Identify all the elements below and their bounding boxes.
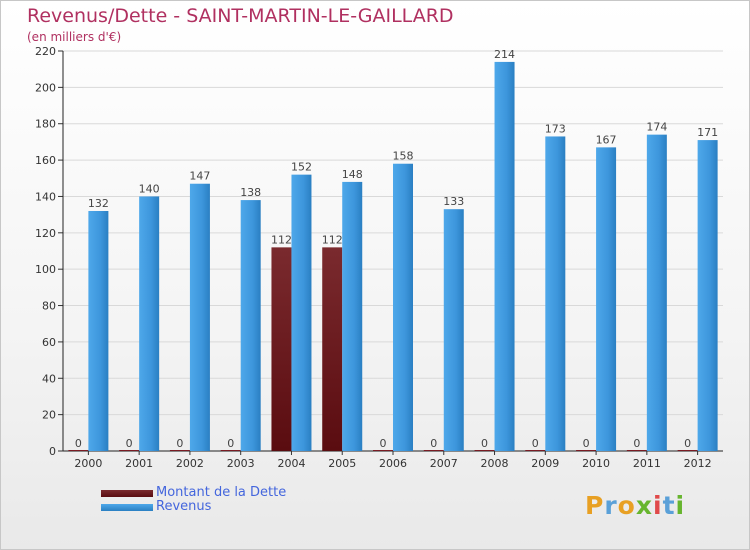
data-label: 133 xyxy=(443,195,464,208)
y-tick-label: 40 xyxy=(42,372,56,385)
data-label: 140 xyxy=(139,182,160,195)
data-label: 0 xyxy=(176,437,183,450)
bar-revenus xyxy=(545,136,566,452)
data-label: 0 xyxy=(75,437,82,450)
y-tick-label: 200 xyxy=(35,81,56,94)
bar-revenus xyxy=(443,209,464,451)
data-label: 112 xyxy=(322,233,343,246)
data-label: 167 xyxy=(596,133,617,146)
data-label: 0 xyxy=(380,437,387,450)
bar-revenus xyxy=(596,147,617,451)
bar-revenus xyxy=(697,140,718,451)
x-tick-label: 2000 xyxy=(74,457,102,470)
x-tick-label: 2007 xyxy=(430,457,458,470)
y-tick-label: 80 xyxy=(42,300,56,313)
data-label: 132 xyxy=(88,197,109,210)
data-label: 158 xyxy=(393,150,414,163)
legend-swatch-revenus xyxy=(101,504,153,511)
data-label: 147 xyxy=(189,170,210,183)
bar-revenus xyxy=(189,183,210,451)
legend-label-revenus: Revenus xyxy=(156,499,212,514)
chart-subtitle: (en milliers d'€) xyxy=(27,30,122,44)
y-tick-label: 140 xyxy=(35,190,56,203)
data-label: 112 xyxy=(271,233,292,246)
proxiti-logo: Proxiti xyxy=(585,491,685,520)
data-label: 152 xyxy=(291,161,312,174)
data-label: 214 xyxy=(494,48,515,61)
x-tick-label: 2001 xyxy=(125,457,153,470)
logo-letter: x xyxy=(635,491,653,520)
x-tick-label: 2008 xyxy=(481,457,509,470)
bar-revenus xyxy=(139,196,160,451)
data-label: 138 xyxy=(240,186,261,199)
bar-dette xyxy=(271,247,292,451)
y-tick-label: 180 xyxy=(35,118,56,131)
bar-revenus xyxy=(240,200,261,451)
data-label: 0 xyxy=(583,437,590,450)
x-tick-label: 2012 xyxy=(684,457,712,470)
legend-label-dette: Montant de la Dette xyxy=(156,485,287,500)
logo-letter: t xyxy=(662,491,676,520)
bar-revenus xyxy=(291,174,312,452)
data-label: 0 xyxy=(227,437,234,450)
data-label: 0 xyxy=(481,437,488,450)
logo-letter: o xyxy=(617,491,636,520)
data-label: 173 xyxy=(545,122,566,135)
data-label: 148 xyxy=(342,168,363,181)
x-tick-label: 2004 xyxy=(277,457,305,470)
x-tick-label: 2009 xyxy=(531,457,559,470)
bar-revenus xyxy=(342,181,363,451)
x-tick-label: 2002 xyxy=(176,457,204,470)
data-label: 174 xyxy=(646,121,667,134)
data-label: 0 xyxy=(126,437,133,450)
data-label: 0 xyxy=(532,437,539,450)
x-tick-label: 2011 xyxy=(633,457,661,470)
chart-title: Revenus/Dette - SAINT-MARTIN-LE-GAILLARD xyxy=(27,5,454,27)
y-tick-label: 60 xyxy=(42,336,56,349)
data-label: 0 xyxy=(633,437,640,450)
bar-revenus xyxy=(393,163,413,451)
y-tick-label: 100 xyxy=(35,263,56,276)
legend-swatch-dette xyxy=(101,490,153,497)
bar-dette xyxy=(322,247,343,451)
logo-letter: r xyxy=(604,491,618,520)
logo-letter: i xyxy=(675,491,686,520)
x-tick-label: 2005 xyxy=(328,457,356,470)
y-tick-label: 160 xyxy=(35,154,56,167)
y-tick-label: 120 xyxy=(35,227,56,240)
bar-revenus xyxy=(494,61,515,452)
bar-revenus xyxy=(646,134,667,452)
logo-letter: i xyxy=(653,491,663,520)
x-tick-label: 2010 xyxy=(582,457,610,470)
y-tick-label: 20 xyxy=(42,409,56,422)
x-tick-label: 2006 xyxy=(379,457,407,470)
x-tick-label: 2003 xyxy=(227,457,255,470)
y-tick-label: 0 xyxy=(49,445,56,458)
data-label: 0 xyxy=(684,437,691,450)
y-tick-label: 220 xyxy=(35,45,56,58)
logo-letter: P xyxy=(585,491,605,520)
data-label: 0 xyxy=(430,437,437,450)
data-label: 171 xyxy=(697,126,718,139)
bar-revenus xyxy=(88,211,109,451)
